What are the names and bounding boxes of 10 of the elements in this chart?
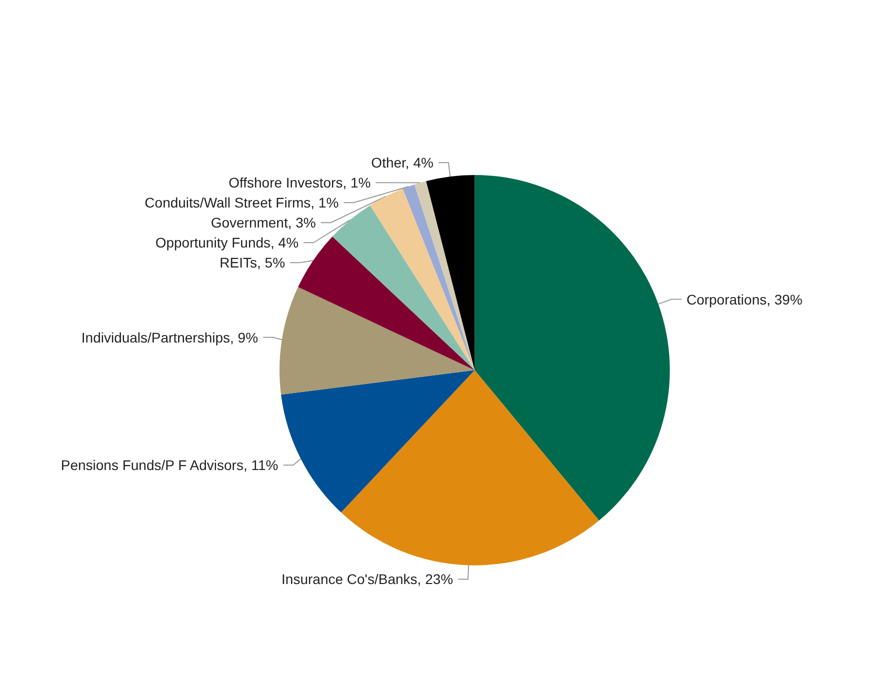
slice-label: Individuals/Partnerships, 9% [81,329,258,346]
slice-label: Corporations, 39% [686,291,802,308]
slice-label: Opportunity Funds, 4% [155,234,299,251]
slice-label: Insurance Co's/Banks, 23% [282,571,454,588]
slice-label: REITs, 5% [220,254,286,271]
slice-label: Government, 3% [210,214,316,231]
slice-label: Pensions Funds/P F Advisors, 11% [60,457,278,474]
slice-label: Offshore Investors, 1% [228,174,371,191]
slice-label: Conduits/Wall Street Firms, 1% [144,194,339,211]
slice-label: Other, 4% [371,154,434,171]
